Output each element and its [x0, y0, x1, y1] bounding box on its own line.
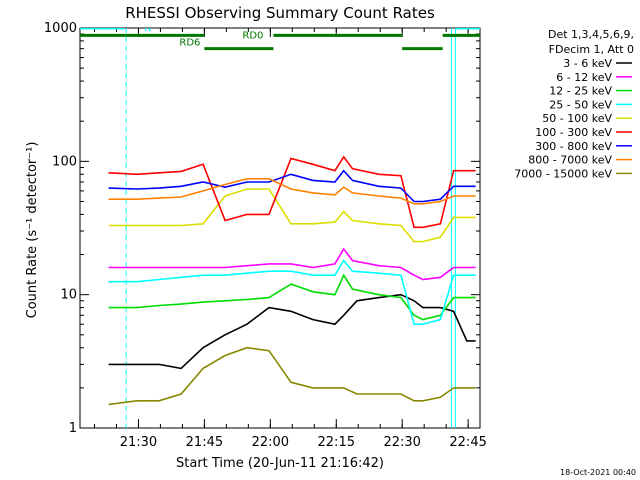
series-line — [108, 155, 476, 229]
x-axis-label: Start Time (20-Jun-11 21:16:42) — [176, 456, 384, 471]
series-line — [108, 293, 476, 370]
y-axis-label: Count Rate (s⁻¹ detector⁻¹) — [25, 142, 40, 319]
legend-entry-label: 7000 - 15000 keV — [514, 167, 612, 180]
plot-area: 1 10 100 1000 21:30 21:45 22:00 22:15 22:30 22:45… — [44, 21, 487, 450]
legend: Det 1,3,4,5,6,9, FDecim 1, Att 03 - 6 keV… — [514, 28, 634, 180]
y-tick-label: 1 — [69, 421, 77, 436]
x-tick-label: 22:45 — [449, 435, 486, 450]
series-line — [108, 169, 476, 203]
x-tick-label: 22:00 — [252, 435, 289, 450]
chart-title: RHESSI Observing Summary Count Rates — [125, 4, 435, 22]
series-line — [108, 259, 476, 325]
plot-frame — [79, 27, 481, 429]
legend-header: Det 1,3,4,5,6,9, — [548, 28, 634, 41]
x-tick-label: 22:30 — [383, 435, 420, 450]
state-bar-label: N — [144, 23, 151, 34]
series-line — [108, 247, 476, 281]
legend-entry-label: 25 - 50 keV — [549, 98, 612, 111]
series-line — [108, 178, 476, 205]
legend-entry-label: 6 - 12 keV — [556, 71, 612, 84]
legend-entry-label: 100 - 300 keV — [535, 126, 612, 139]
y-tick-label: 10 — [60, 288, 77, 303]
series-line — [108, 346, 476, 406]
legend-entry-label: 3 - 6 keV — [563, 57, 612, 70]
state-bar-label: RD0 — [242, 30, 263, 41]
timestamp: 18-Oct-2021 00:40 — [560, 468, 636, 477]
legend-entry-label: 12 - 25 keV — [549, 85, 612, 98]
plot-content: N RD0 RD6 — [80, 23, 480, 428]
y-tick-label: 100 — [52, 154, 77, 169]
legend-entry-label: 300 - 800 keV — [535, 140, 612, 153]
y-tick-label: 1000 — [44, 21, 77, 36]
series-line — [108, 273, 476, 321]
legend-entry-label: 50 - 100 keV — [542, 112, 612, 125]
state-bar-label: RD6 — [179, 38, 200, 49]
x-tick-label: 21:30 — [120, 435, 157, 450]
series-line — [108, 188, 476, 243]
x-tick-label: 22:15 — [318, 435, 355, 450]
legend-entry-label: 800 - 7000 keV — [528, 154, 612, 167]
legend-header: FDecim 1, Att 0 — [549, 43, 634, 56]
x-tick-label: 21:45 — [186, 435, 223, 450]
